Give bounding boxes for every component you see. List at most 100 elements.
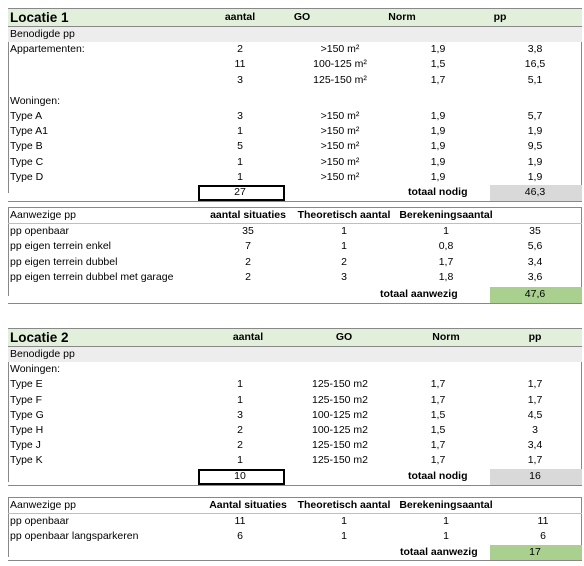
berekening-cell: 1 (443, 225, 449, 238)
total-aantal-box (198, 184, 285, 201)
locatie-2-aanwezig-table: Aanwezige pp Aantal situaties Theoretisc… (8, 497, 582, 561)
woning-row: Type H 2 100-125 m2 1,5 3 (8, 423, 582, 438)
aantal-header: aantal (224, 11, 256, 23)
aantal-cell: 1 (237, 393, 243, 406)
locatie-2-title: Locatie 2 (10, 330, 69, 345)
go-cell: 125-150 m2 (311, 454, 369, 467)
go-cell: >150 m² (320, 125, 360, 138)
norm-header: Norm (388, 11, 416, 23)
go-header: GO (293, 11, 311, 23)
appartementen-row: Appartementen: 2 >150 m² 1,9 3,8 (8, 42, 582, 57)
go-cell: 125-150 m2 (311, 378, 369, 391)
pp-cell: 4,5 (527, 408, 543, 421)
woning-row: Type A 3 >150 m² 1,9 5,7 (8, 109, 582, 124)
total-pp-cell (490, 468, 582, 485)
aanwezig-row: pp eigen terrein enkel 7 1 0,8 5,6 (8, 239, 582, 254)
locatie-1-aanwezig-table: Aanwezige pp aantal situaties Theoretisc… (8, 207, 582, 304)
berekening-cell: 1 (443, 515, 449, 528)
berekening-cell: 1 (443, 530, 449, 543)
aanwezig-header-row: Aanwezige pp Aantal situaties Theoretisc… (8, 497, 582, 515)
total-label: totaal nodig (408, 185, 468, 198)
locatie-1-title: Locatie 1 (10, 10, 69, 25)
total-pp: 16 (529, 469, 541, 482)
aanwezig-row: pp openbaar 35 1 1 35 (8, 224, 582, 239)
total-aanwezig-label: totaal aanwezig (400, 545, 478, 558)
go-cell: >150 m² (320, 43, 360, 56)
aantal-situaties-cell: 2 (245, 255, 251, 268)
theoretisch-cell: 1 (341, 240, 347, 253)
type-label: Type H (10, 423, 44, 436)
theoretisch-aantal-header: Theoretisch aantal (297, 499, 391, 511)
aanwezig-row: pp eigen terrein dubbel met garage 2 3 1… (8, 270, 582, 285)
total-aanwezig-cell (490, 544, 582, 560)
go-cell: >150 m² (320, 109, 360, 122)
total-row: 27 totaal nodig 46,3 (8, 184, 582, 202)
norm-cell: 1,7 (430, 439, 446, 452)
benodigd-label-row: Benodigde pp (8, 27, 582, 43)
locatie-1-header-row: Locatie 1 aantal GO Norm pp (8, 8, 582, 27)
aanwezig-row: pp eigen terrein dubbel 2 2 1,7 3,4 (8, 255, 582, 270)
go-cell: 125-150 m2 (311, 439, 369, 452)
total-aantal: 10 (234, 469, 246, 482)
type-label: Type J (10, 439, 41, 452)
aantal-cell: 2 (237, 423, 243, 436)
theoretisch-cell: 1 (341, 515, 347, 528)
type-label: Type A (10, 109, 43, 122)
aantal-situaties-header: Aantal situaties (209, 499, 287, 511)
pp-cell: 16,5 (524, 58, 546, 71)
woningen-label: Woningen: (10, 94, 61, 107)
appartementen-label: Appartementen: (10, 43, 85, 56)
row-label: pp openbaar langsparkeren (10, 530, 139, 543)
locatie-2-benodigd-table: Locatie 2 aantal GO Norm pp Benodigde pp… (8, 328, 582, 486)
woning-row: Type A1 1 >150 m² 1,9 1,9 (8, 124, 582, 139)
woningen-label-row: Woningen: (8, 362, 582, 377)
norm-cell: 1,7 (430, 393, 446, 406)
pp-cell: 9,5 (527, 140, 543, 153)
theoretisch-cell: 1 (341, 530, 347, 543)
aanwezig-total-row: totaal aanwezig 47,6 (8, 286, 582, 304)
aantal-cell: 1 (237, 378, 243, 391)
aantal-cell: 1 (237, 155, 243, 168)
pp-cell: 3,4 (527, 439, 543, 452)
woning-row: Type F 1 125-150 m2 1,7 1,7 (8, 393, 582, 408)
type-label: Type B (10, 140, 43, 153)
norm-cell: 1,9 (430, 140, 446, 153)
pp-cell: 5,7 (527, 109, 543, 122)
aantal-cell: 3 (237, 408, 243, 421)
berekeningsaantal-header: Berekeningsaantal (399, 499, 493, 511)
locatie-1-benodigd-table: Locatie 1 aantal GO Norm pp Benodigde pp… (8, 8, 582, 202)
berekeningsaantal-header: Berekeningsaantal (399, 209, 493, 221)
pp-cell: 3,6 (527, 270, 543, 283)
pp-cell: 1,7 (527, 393, 543, 406)
aanwezig-label: Aanwezige pp (10, 499, 76, 511)
total-aanwezig-pp: 47,6 (524, 287, 546, 300)
aantal-cell: 5 (237, 140, 243, 153)
theoretisch-cell: 3 (341, 270, 347, 283)
aanwezig-total-row: totaal aanwezig 17 (8, 544, 582, 561)
benodigd-label: Benodigde pp (10, 28, 75, 40)
row-label: pp eigen terrein dubbel (10, 255, 118, 268)
pp-cell: 5,6 (527, 240, 543, 253)
type-label: Type D (10, 170, 44, 183)
aantal-situaties-header: aantal situaties (210, 209, 286, 221)
go-header: GO (335, 331, 353, 343)
norm-cell: 1,9 (430, 43, 446, 56)
norm-cell: 1,9 (430, 125, 446, 138)
aanwezig-header-row: Aanwezige pp aantal situaties Theoretisc… (8, 207, 582, 225)
total-label: totaal nodig (408, 469, 468, 482)
row-label: pp openbaar (10, 515, 69, 528)
norm-cell: 1,7 (430, 73, 446, 86)
aantal-cell: 1 (237, 170, 243, 183)
type-label: Type K (10, 454, 43, 467)
norm-cell: 1,5 (430, 408, 446, 421)
pp-cell: 1,9 (527, 170, 543, 183)
pp-cell: 3,4 (527, 255, 543, 268)
aanwezig-label: Aanwezige pp (10, 209, 76, 221)
total-pp-cell (490, 184, 582, 201)
woning-row: Type J 2 125-150 m2 1,7 3,4 (8, 438, 582, 453)
row-label: pp openbaar (10, 225, 69, 238)
benodigd-label: Benodigde pp (10, 348, 75, 360)
theoretisch-cell: 2 (341, 255, 347, 268)
berekening-cell: 1,7 (438, 255, 454, 268)
pp-cell: 35 (529, 225, 541, 238)
